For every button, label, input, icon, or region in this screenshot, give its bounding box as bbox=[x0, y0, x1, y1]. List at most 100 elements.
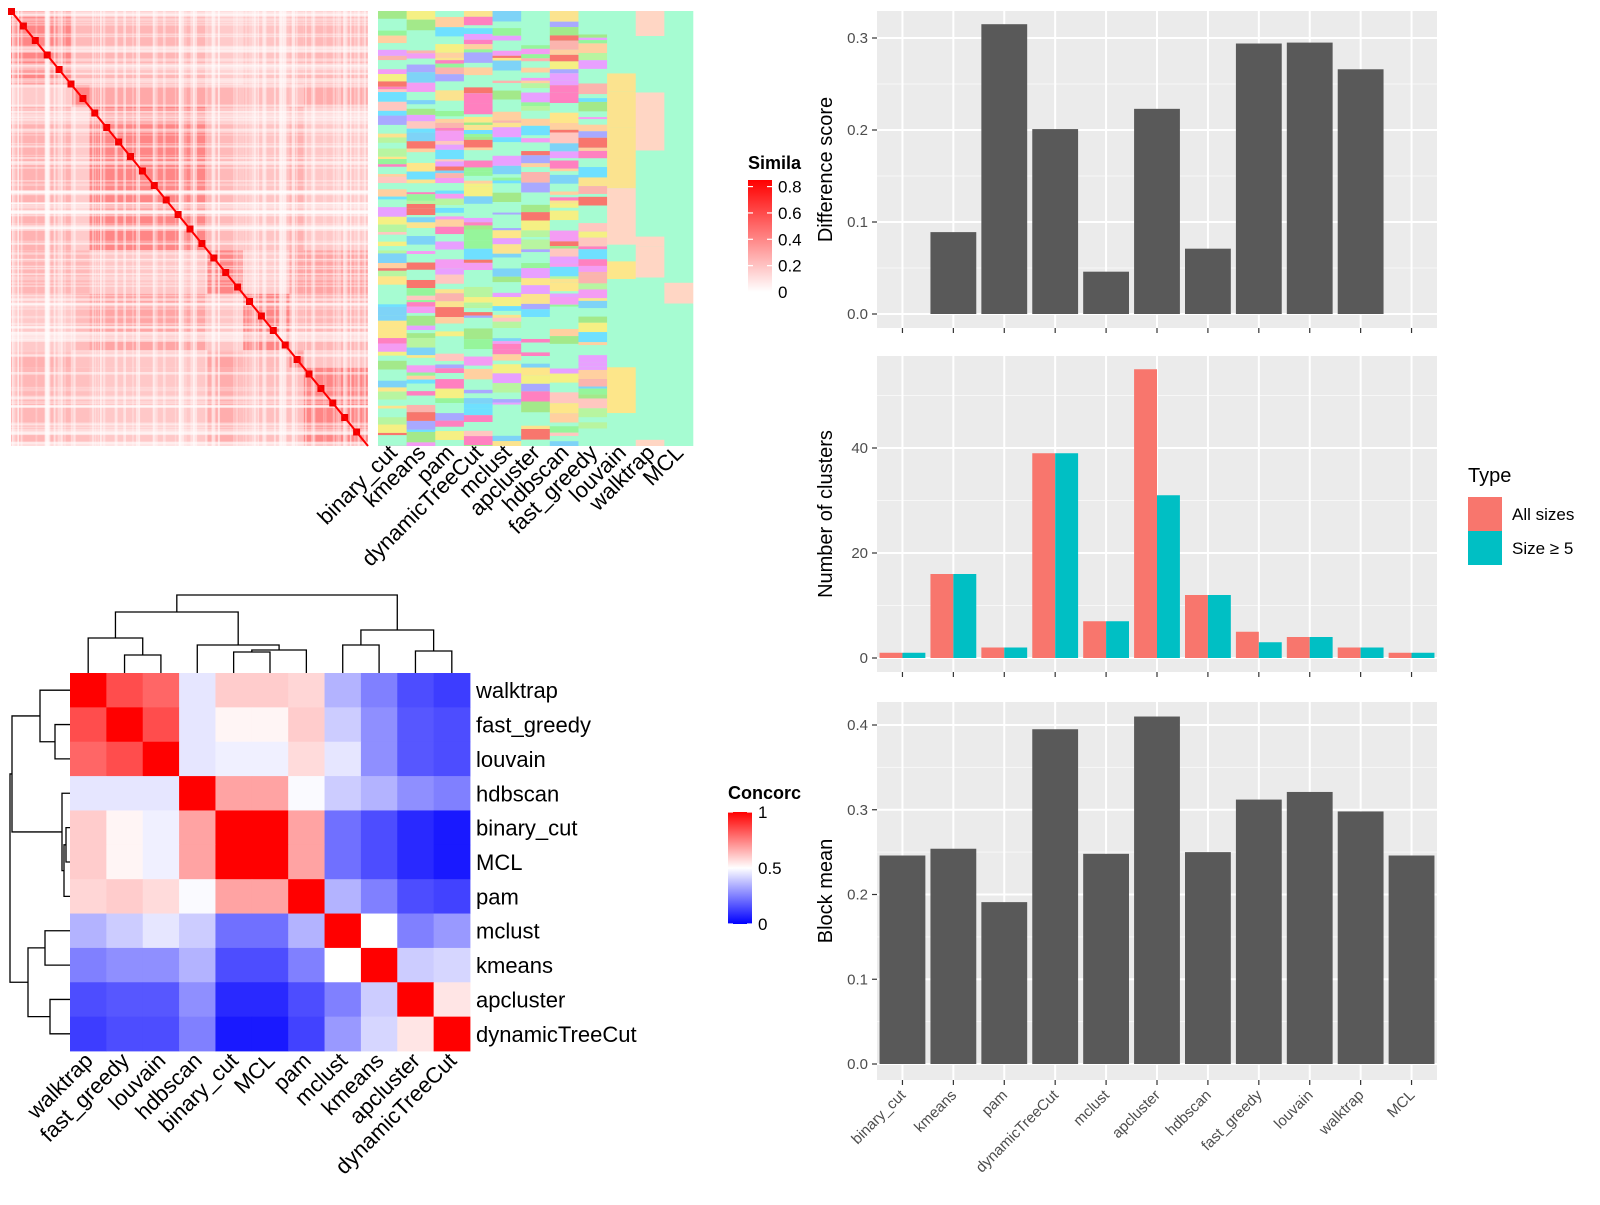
cluster-label-cell bbox=[550, 276, 579, 278]
cluster-label-cell bbox=[464, 369, 493, 379]
cluster-label-cell bbox=[550, 344, 579, 352]
cluster-label-cell bbox=[550, 363, 579, 368]
cluster-label-cell bbox=[435, 17, 464, 27]
cluster-label-cell bbox=[493, 341, 522, 344]
cluster-label-cell bbox=[407, 35, 436, 45]
top-dendrogram bbox=[88, 595, 452, 673]
similarity-texture bbox=[285, 11, 287, 446]
concordance-cell bbox=[143, 845, 180, 880]
cluster-label-cell bbox=[435, 410, 464, 413]
similarity-texture bbox=[218, 11, 220, 446]
cluster-label-cell bbox=[378, 246, 407, 250]
concordance-cell bbox=[179, 948, 216, 983]
cluster-label-cell bbox=[407, 11, 436, 20]
cluster-label-cell bbox=[636, 92, 665, 150]
cluster-label-cell bbox=[664, 74, 693, 85]
cluster-label-cell bbox=[435, 361, 464, 364]
cluster-label-cell bbox=[521, 212, 550, 220]
cluster-label-cell bbox=[521, 106, 550, 111]
cluster-label-cell bbox=[464, 40, 493, 44]
cluster-label-cell bbox=[607, 367, 636, 413]
bar-size-ge-5 bbox=[1361, 648, 1384, 659]
cluster-label-cell bbox=[464, 81, 493, 88]
concordance-cell bbox=[106, 776, 143, 811]
cluster-label-cell bbox=[407, 192, 436, 194]
cluster-label-cell bbox=[550, 291, 579, 293]
concordance-row-label: binary_cut bbox=[476, 816, 578, 841]
cluster-label-cell bbox=[435, 227, 464, 234]
concordance-cell bbox=[179, 707, 216, 742]
y-tick-label: 0.2 bbox=[847, 887, 868, 904]
cluster-label-cell bbox=[407, 100, 436, 104]
cluster-label-cell bbox=[578, 272, 607, 274]
cluster-label-cell bbox=[493, 389, 522, 393]
concordance-cell bbox=[143, 707, 180, 742]
concordance-cell bbox=[179, 982, 216, 1017]
similarity-texture bbox=[238, 11, 240, 446]
concordance-cell bbox=[397, 673, 434, 708]
cluster-label-cell bbox=[378, 164, 407, 167]
cluster-label-cell bbox=[521, 151, 550, 155]
cluster-label-cell bbox=[378, 232, 407, 235]
cluster-label-cell bbox=[378, 19, 407, 22]
cluster-label-cell bbox=[407, 405, 436, 412]
cluster-label-cell bbox=[435, 427, 464, 431]
cluster-label-cell bbox=[493, 315, 522, 318]
similarity-texture bbox=[213, 11, 214, 446]
concordance-row-label: fast_greedy bbox=[476, 713, 591, 738]
cluster-label-cell bbox=[464, 171, 493, 176]
cluster-label-cell bbox=[378, 294, 407, 304]
cluster-label-cell bbox=[435, 58, 464, 60]
cluster-label-cell bbox=[578, 370, 607, 379]
cluster-label-cell bbox=[521, 309, 550, 317]
cluster-label-cell bbox=[493, 91, 522, 100]
cluster-label-cell bbox=[578, 158, 607, 167]
cluster-label-cell bbox=[407, 133, 436, 142]
concordance-cell bbox=[143, 810, 180, 845]
similarity-heatmap bbox=[8, 8, 369, 446]
cluster-label-cell bbox=[407, 106, 436, 108]
concordance-cell bbox=[179, 810, 216, 845]
cluster-label-cell bbox=[435, 119, 464, 123]
dendrogram-link bbox=[234, 652, 270, 673]
concordance-cell bbox=[288, 914, 325, 949]
cluster-label-cell bbox=[493, 311, 522, 315]
cluster-label-cell bbox=[521, 220, 550, 230]
cluster-label-cell bbox=[578, 408, 607, 417]
cluster-label-cell bbox=[521, 93, 550, 103]
cluster-label-cell bbox=[407, 228, 436, 236]
cluster-label-cell bbox=[521, 167, 550, 172]
cluster-label-cell bbox=[435, 379, 464, 389]
cluster-label-cell bbox=[407, 92, 436, 100]
cluster-label-cell bbox=[435, 178, 464, 183]
bar-all-sizes bbox=[1083, 621, 1106, 658]
cluster-label-cell bbox=[464, 339, 493, 349]
concordance-cell bbox=[361, 707, 398, 742]
concordance-row-label: kmeans bbox=[476, 953, 553, 978]
dendrogram-link bbox=[415, 651, 451, 673]
cluster-label-cell bbox=[464, 181, 493, 184]
concordance-cell bbox=[143, 879, 180, 914]
concordance-cell bbox=[70, 810, 107, 845]
similarity-texture bbox=[344, 11, 345, 446]
cluster-label-cell bbox=[378, 276, 407, 285]
x-tick-label: kmeans bbox=[911, 1087, 960, 1136]
concordance-cell bbox=[397, 1017, 434, 1052]
cluster-label-cell bbox=[464, 225, 493, 229]
similarity-legend-tick-label: 0.2 bbox=[778, 257, 802, 276]
cluster-label-cell bbox=[378, 361, 407, 370]
cluster-label-cell bbox=[493, 338, 522, 341]
concordance-cell bbox=[179, 776, 216, 811]
bar bbox=[880, 856, 926, 1064]
dendrogram-link bbox=[55, 725, 70, 759]
cluster-label-cell bbox=[550, 169, 579, 172]
cluster-label-cell bbox=[407, 412, 436, 421]
concordance-cell bbox=[288, 673, 325, 708]
cluster-label-cell bbox=[378, 60, 407, 69]
legend-label-size-ge-5: Size ≥ 5 bbox=[1512, 539, 1573, 558]
cluster-label-cell bbox=[464, 214, 493, 218]
cluster-label-cell bbox=[435, 219, 464, 226]
cluster-label-cell bbox=[521, 237, 550, 239]
cluster-label-cell bbox=[607, 92, 636, 128]
